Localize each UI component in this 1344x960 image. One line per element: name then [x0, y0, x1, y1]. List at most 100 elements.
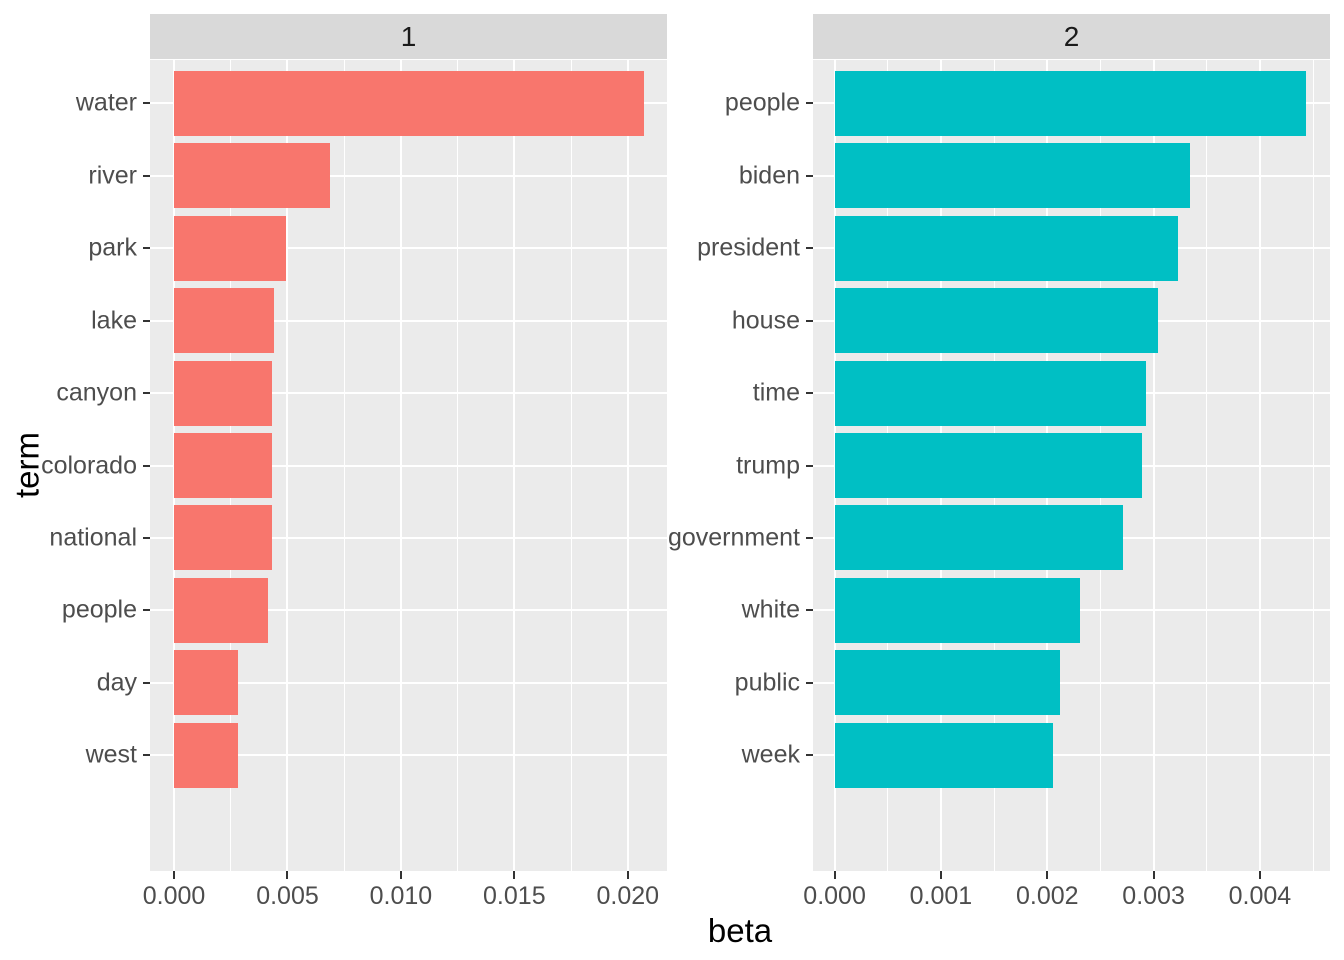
bar-house [834, 288, 1158, 354]
bar-trump [834, 432, 1142, 499]
y-tick [143, 609, 150, 612]
y-tick-label: house [731, 306, 800, 335]
y-tick-label: day [96, 668, 137, 697]
x-tick [513, 871, 516, 879]
y-tick [806, 102, 813, 105]
row-gridline [150, 754, 667, 757]
y-tick [806, 392, 813, 395]
x-tick-label: 0.005 [256, 882, 319, 910]
x-tick-label: 0.010 [369, 882, 433, 910]
y-tick-label: national [49, 523, 137, 552]
x-tick [833, 871, 836, 879]
plot-panel [150, 60, 667, 871]
facet-strip-label: 2 [1063, 20, 1080, 52]
y-tick-label: public [734, 668, 800, 697]
bar-people [834, 70, 1306, 137]
x-tick [1152, 871, 1155, 879]
x-tick [939, 871, 942, 879]
x-tick [626, 871, 629, 879]
y-tick-label: colorado [41, 451, 137, 479]
y-tick-label: people [724, 88, 800, 117]
row-gridline [150, 247, 667, 250]
x-tick-label: 0.003 [1122, 882, 1185, 910]
plot-panel [813, 60, 1330, 871]
facet-strip: 2 [813, 14, 1330, 59]
x-tick [286, 871, 289, 879]
y-tick-label: people [61, 595, 137, 624]
y-tick [143, 536, 150, 539]
row-gridline [150, 681, 667, 684]
y-tick [806, 536, 813, 539]
y-tick-label: government [667, 523, 800, 552]
row-gridline [150, 464, 667, 467]
row-gridline [150, 174, 667, 177]
bar-west [174, 722, 239, 788]
y-tick [143, 464, 150, 467]
x-tick [1046, 871, 1049, 879]
bar-colorado [174, 432, 272, 499]
row-gridline [813, 681, 1330, 684]
bar-white [834, 577, 1081, 643]
y-tick-label: park [88, 233, 137, 262]
bar-public [834, 650, 1060, 716]
y-tick-label: biden [738, 161, 800, 190]
bar-government [834, 505, 1123, 571]
row-gridline [813, 754, 1330, 757]
y-tick-label: canyon [56, 378, 137, 407]
y-tick-label: trump [736, 451, 800, 479]
x-tick [399, 871, 402, 879]
y-tick-label: water [75, 88, 137, 117]
x-tick-label: 0.000 [803, 882, 866, 910]
y-tick [143, 319, 150, 322]
y-tick [143, 174, 150, 177]
bar-park [174, 215, 286, 281]
y-tick [143, 102, 150, 105]
row-gridline [150, 536, 667, 539]
x-tick-label: 0.002 [1015, 882, 1079, 910]
y-tick [806, 754, 813, 757]
x-tick-label: 0.004 [1228, 882, 1292, 910]
bar-week [834, 722, 1053, 788]
y-tick [143, 681, 150, 684]
y-tick [143, 392, 150, 395]
y-tick-label: week [741, 740, 800, 769]
x-tick [173, 871, 176, 879]
bar-lake [174, 288, 274, 354]
y-tick [806, 681, 813, 684]
y-tick-label: lake [91, 306, 137, 335]
x-tick-label: 0.015 [483, 882, 546, 910]
row-gridline [150, 609, 667, 612]
bar-national [174, 505, 273, 571]
y-tick [806, 319, 813, 322]
y-tick-label: west [85, 740, 137, 769]
y-tick [806, 609, 813, 612]
y-tick-label: time [752, 378, 800, 407]
row-gridline [150, 319, 667, 322]
bar-water [174, 70, 644, 137]
y-tick [143, 247, 150, 250]
y-tick-label: president [697, 233, 800, 262]
x-tick-label: 0.000 [142, 882, 206, 910]
bar-time [834, 360, 1147, 426]
y-axis-title: term [8, 432, 46, 498]
bar-river [174, 143, 330, 209]
facet-strip-label: 1 [400, 20, 417, 52]
bar-canyon [174, 360, 273, 426]
x-tick-label: 0.001 [909, 882, 973, 910]
bar-biden [834, 143, 1190, 209]
x-tick [1258, 871, 1261, 879]
bar-people [174, 577, 269, 643]
bar-day [174, 650, 238, 716]
y-tick-label: river [88, 161, 137, 190]
x-tick-label: 0.020 [596, 882, 660, 910]
y-tick [143, 754, 150, 757]
bar-president [834, 215, 1179, 281]
x-axis-title: beta [707, 912, 773, 949]
y-tick [806, 247, 813, 250]
facet-strip: 1 [150, 14, 667, 59]
y-tick [806, 464, 813, 467]
row-gridline [150, 392, 667, 395]
y-tick [806, 174, 813, 177]
y-tick-label: white [741, 595, 800, 624]
